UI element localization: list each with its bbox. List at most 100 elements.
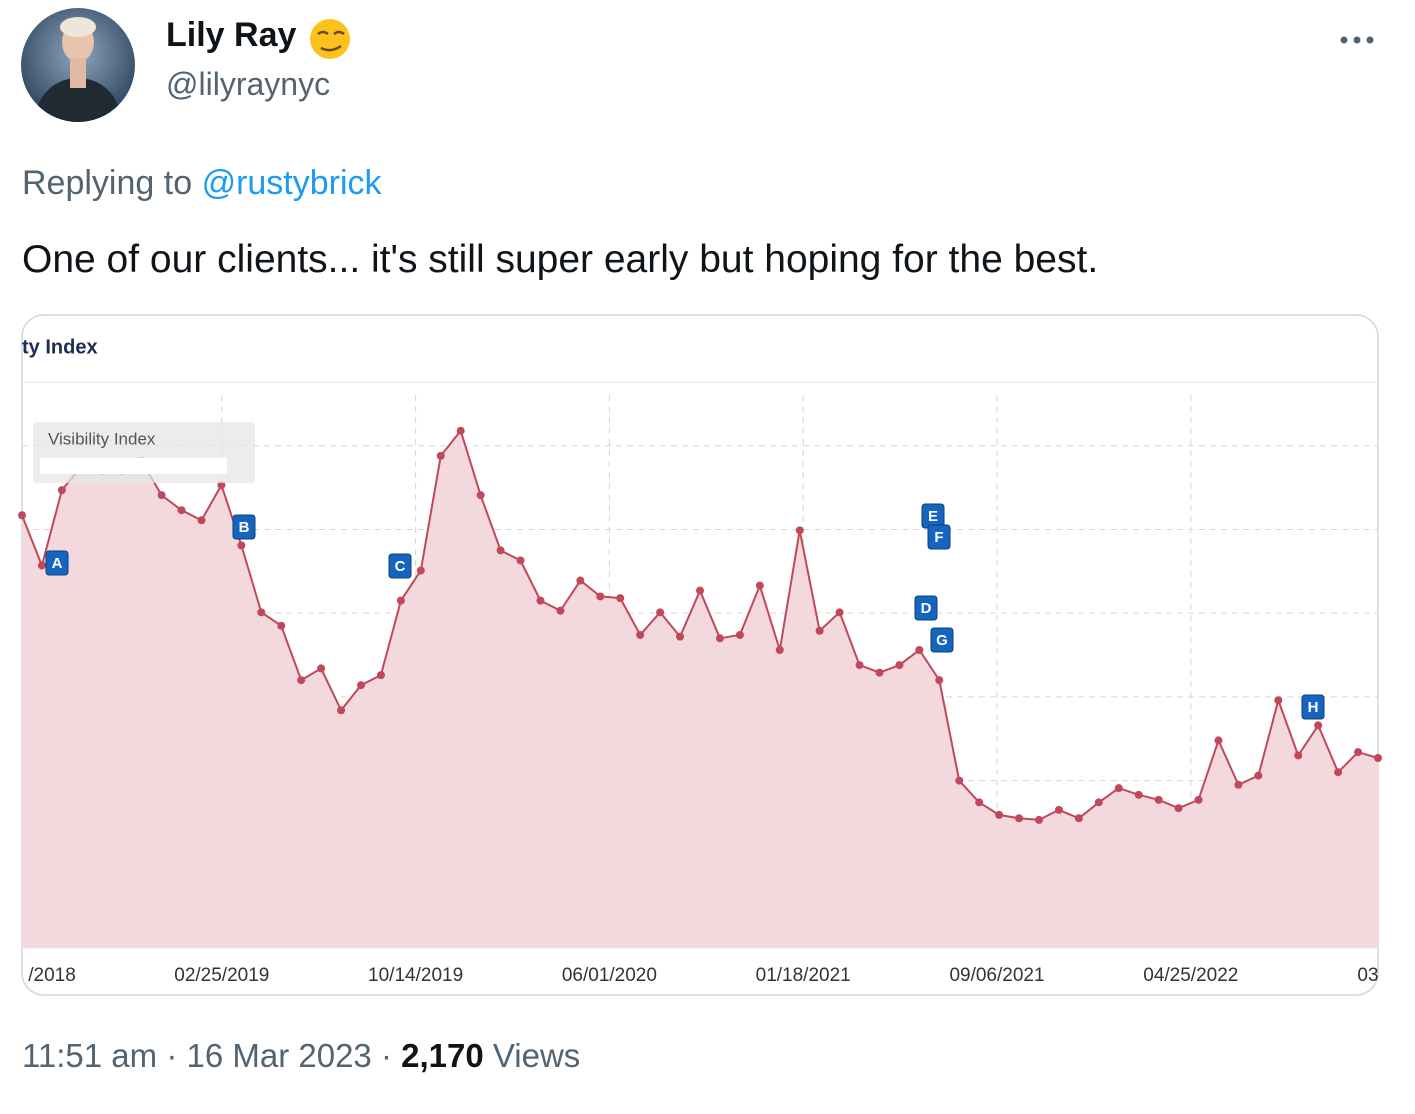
- point: [177, 506, 186, 515]
- point: [596, 592, 605, 601]
- x-tick-label: 03: [1357, 965, 1378, 986]
- point: [1094, 798, 1103, 807]
- x-tick-label: 04/25/2022: [1143, 965, 1238, 986]
- flag-label: A: [52, 555, 63, 572]
- x-tick-label: /2018: [28, 965, 76, 986]
- point: [516, 556, 525, 565]
- tweet-meta: 11:51 am · 16 Mar 2023 · 2,170 Views: [22, 1037, 581, 1074]
- annotation-flag: E: [921, 503, 945, 529]
- point: [57, 486, 66, 495]
- date[interactable]: 16 Mar 2023: [186, 1037, 372, 1074]
- point: [416, 566, 425, 575]
- flag-box: [914, 595, 938, 621]
- point: [1314, 721, 1323, 730]
- point: [835, 608, 844, 617]
- legend-bar: [40, 458, 227, 474]
- more-menu[interactable]: [1340, 36, 1374, 44]
- point: [337, 706, 346, 715]
- flag-label: F: [934, 529, 943, 546]
- point: [1234, 780, 1243, 789]
- point: [217, 481, 226, 490]
- point: [496, 546, 505, 555]
- point: [157, 491, 166, 500]
- point: [755, 581, 764, 590]
- point: [556, 606, 565, 615]
- flag-box: [232, 514, 256, 540]
- avatar[interactable]: [21, 8, 135, 158]
- point: [1254, 771, 1263, 780]
- views-label: Views: [492, 1037, 581, 1074]
- point: [636, 630, 645, 639]
- annotation-flag: B: [232, 514, 256, 540]
- point: [1074, 814, 1083, 823]
- point: [18, 511, 26, 520]
- display-name[interactable]: Lily Ray: [166, 16, 297, 54]
- point: [855, 661, 864, 670]
- flag-label: D: [921, 600, 932, 617]
- point: [1114, 784, 1123, 793]
- time[interactable]: 11:51 am: [22, 1037, 158, 1074]
- point: [975, 798, 984, 807]
- flag-label: C: [395, 558, 406, 575]
- x-tick-label: 01/18/2021: [756, 965, 851, 986]
- point: [257, 608, 266, 617]
- point: [955, 776, 964, 785]
- point: [1354, 748, 1363, 757]
- point: [915, 646, 924, 655]
- point: [815, 626, 824, 635]
- point: [676, 632, 685, 641]
- point: [376, 671, 385, 680]
- point: [1154, 795, 1163, 804]
- point: [237, 541, 246, 550]
- reply-user[interactable]: @rustybrick: [201, 164, 382, 202]
- emoji: [310, 19, 350, 59]
- point: [536, 596, 545, 605]
- flag-box: [930, 627, 954, 653]
- flag-label: H: [1308, 699, 1319, 716]
- point: [775, 646, 784, 655]
- point: [656, 608, 665, 617]
- annotation-flag: D: [914, 595, 938, 621]
- point: [576, 576, 585, 585]
- legend-label: Visibility Index: [48, 429, 156, 448]
- point: [875, 668, 884, 677]
- point: [396, 596, 405, 605]
- point: [1174, 804, 1183, 813]
- annotation-flag: G: [930, 627, 954, 653]
- point: [357, 681, 365, 690]
- point: [1134, 790, 1143, 799]
- flag-label: E: [928, 508, 938, 525]
- point: [1054, 805, 1063, 814]
- point: [616, 594, 625, 603]
- annotation-flag: A: [45, 550, 69, 576]
- point: [1374, 753, 1382, 762]
- point: [1294, 751, 1303, 760]
- x-tick-label: 10/14/2019: [368, 965, 463, 986]
- point: [1194, 795, 1203, 804]
- point: [277, 621, 286, 630]
- annotation-flag: C: [388, 553, 412, 579]
- point: [995, 810, 1004, 819]
- x-tick-label: 09/06/2021: [949, 965, 1044, 986]
- handle[interactable]: @lilyraynyc: [166, 66, 331, 102]
- point: [935, 676, 944, 685]
- flag-label: B: [239, 519, 250, 536]
- point: [735, 630, 744, 639]
- chart: /2018 02/25/2019 10/14/2019 06/01/2020 01/18…: [18, 395, 1382, 986]
- annotation-flag: H: [1301, 694, 1325, 720]
- point: [715, 634, 724, 643]
- area: [22, 430, 1378, 948]
- point: [436, 451, 445, 460]
- point: [795, 526, 804, 535]
- reply-line: Replying to @rustybrick: [22, 164, 382, 203]
- point: [1015, 814, 1024, 823]
- chart-title: ty Index: [22, 336, 98, 358]
- point: [1274, 696, 1283, 705]
- point: [297, 676, 306, 685]
- reply-prefix: Replying to: [22, 164, 193, 202]
- point: [1035, 815, 1043, 824]
- point: [37, 561, 46, 570]
- point: [456, 426, 465, 435]
